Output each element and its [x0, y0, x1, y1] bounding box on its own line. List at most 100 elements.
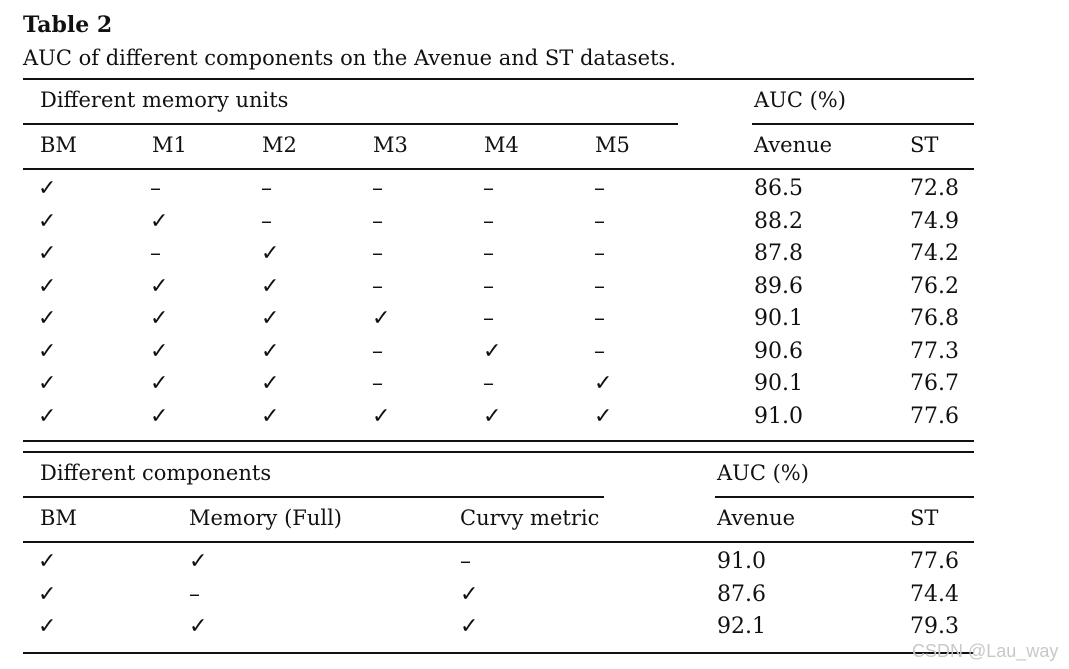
table-cell-flag: ✓	[38, 371, 57, 396]
memory-units-header: Different memory units	[40, 88, 289, 112]
table-cell-flag: –	[150, 176, 161, 201]
col-m4: M4	[484, 133, 519, 157]
table-cell-flag: ✓	[38, 549, 57, 574]
table-cell-flag: ✓	[38, 273, 57, 299]
table-cell-value: 88.2	[754, 208, 803, 234]
table-cell-flag: ✓	[38, 403, 57, 429]
table-cell-flag: –	[594, 338, 605, 364]
table-cell-flag: ✓	[594, 371, 613, 396]
col-st: ST	[910, 133, 939, 157]
table-cell-value: 74.9	[910, 208, 959, 234]
table-cell-flag: ✓	[38, 241, 57, 266]
table-cell-flag: –	[189, 581, 200, 607]
table-cell-flag: –	[372, 371, 383, 396]
auc2-header: AUC (%)	[717, 461, 809, 485]
table-cell-value: 74.2	[910, 241, 959, 266]
table-cell-flag: ✓	[483, 403, 502, 429]
table-cell-flag: ✓	[150, 208, 169, 234]
table-cell-flag: –	[594, 306, 605, 331]
table-cell-flag: ✓	[38, 338, 57, 364]
table-cell-flag: ✓	[38, 306, 57, 331]
table-cell-flag: –	[372, 241, 383, 266]
table-cell-value: 87.6	[717, 581, 766, 607]
table-cell-flag: ✓	[150, 371, 169, 396]
table-cell-value: 90.6	[754, 338, 803, 364]
table-cell-flag: –	[372, 273, 383, 299]
table-cell-flag: ✓	[38, 208, 57, 234]
table-cell-flag: ✓	[372, 403, 391, 429]
table-cell-value: 76.2	[910, 273, 959, 299]
table-cell-flag: ✓	[189, 614, 208, 639]
table-cell-value: 77.6	[910, 403, 959, 429]
table-cell-flag: ✓	[38, 614, 57, 639]
table-cell-value: 72.8	[910, 176, 959, 201]
table-cell-flag: ✓	[483, 338, 502, 364]
table-cell-flag: –	[372, 338, 383, 364]
table-cell-flag: ✓	[150, 338, 169, 364]
table-cell-flag: ✓	[261, 338, 280, 364]
table-cell-value: 91.0	[754, 403, 803, 429]
table-cell-flag: –	[150, 241, 161, 266]
auc-header: AUC (%)	[754, 88, 846, 112]
table-cell-flag: ✓	[372, 306, 391, 331]
col-m1: M1	[152, 133, 187, 157]
table-cell-value: 90.1	[754, 306, 803, 331]
table-cell-flag: ✓	[261, 273, 280, 299]
header-bottom-rule	[23, 168, 974, 170]
double-rule-bottom	[23, 451, 974, 453]
table-cell-flag: –	[594, 241, 605, 266]
table-cell-flag: ✓	[150, 306, 169, 331]
table-cell-flag: ✓	[150, 403, 169, 429]
table-cell-flag: –	[483, 371, 494, 396]
table-caption: AUC of different components on the Avenu…	[23, 46, 676, 70]
table-cell-value: 76.8	[910, 306, 959, 331]
table-cell-value: 74.4	[910, 581, 959, 607]
table-cell-value: 76.7	[910, 371, 959, 396]
table-cell-value: 77.3	[910, 338, 959, 364]
table-cell-flag: –	[372, 176, 383, 201]
table-cell-flag: ✓	[594, 403, 613, 429]
col2-memory-full: Memory (Full)	[189, 506, 342, 530]
table-cell-flag: ✓	[261, 371, 280, 396]
table-cell-flag: –	[261, 176, 272, 201]
header2-bottom-rule	[23, 541, 974, 543]
table-cell-value: 86.5	[754, 176, 803, 201]
table-cell-flag: ✓	[460, 581, 479, 607]
auc-subrule	[752, 123, 974, 125]
table-cell-flag: ✓	[38, 176, 57, 201]
components-subrule	[23, 496, 604, 498]
watermark: CSDN @Lau_way	[912, 641, 1059, 661]
col-avenue: Avenue	[754, 133, 833, 157]
table-cell-value: 89.6	[754, 273, 803, 299]
table-cell-flag: –	[483, 273, 494, 299]
col2-st: ST	[910, 506, 939, 530]
col-m2: M2	[262, 133, 297, 157]
table-cell-value: 90.1	[754, 371, 803, 396]
table-cell-flag: ✓	[261, 306, 280, 331]
col2-curvy-metric: Curvy metric	[460, 506, 600, 530]
memory-units-subrule	[23, 123, 678, 125]
table-cell-flag: –	[483, 176, 494, 201]
double-rule-top	[23, 440, 974, 442]
table-cell-flag: ✓	[261, 403, 280, 429]
table-cell-value: 77.6	[910, 549, 959, 574]
col-m3: M3	[373, 133, 408, 157]
table-cell-flag: –	[483, 306, 494, 331]
top-rule	[23, 78, 974, 80]
table-cell-value: 79.3	[910, 614, 959, 639]
table-cell-flag: ✓	[150, 273, 169, 299]
col-m5: M5	[595, 133, 630, 157]
col2-bm: BM	[40, 506, 77, 530]
table-cell-flag: –	[594, 208, 605, 234]
table-cell-flag: ✓	[460, 614, 479, 639]
bottom-rule	[23, 652, 974, 654]
table-cell-value: 92.1	[717, 614, 766, 639]
table-cell-value: 91.0	[717, 549, 766, 574]
auc2-subrule	[715, 496, 974, 498]
table-cell-flag: –	[372, 208, 383, 234]
col2-avenue: Avenue	[717, 506, 796, 530]
table-cell-flag: ✓	[261, 241, 280, 266]
table-cell-value: 87.8	[754, 241, 803, 266]
components-header: Different components	[40, 461, 272, 485]
table-cell-flag: –	[594, 273, 605, 299]
